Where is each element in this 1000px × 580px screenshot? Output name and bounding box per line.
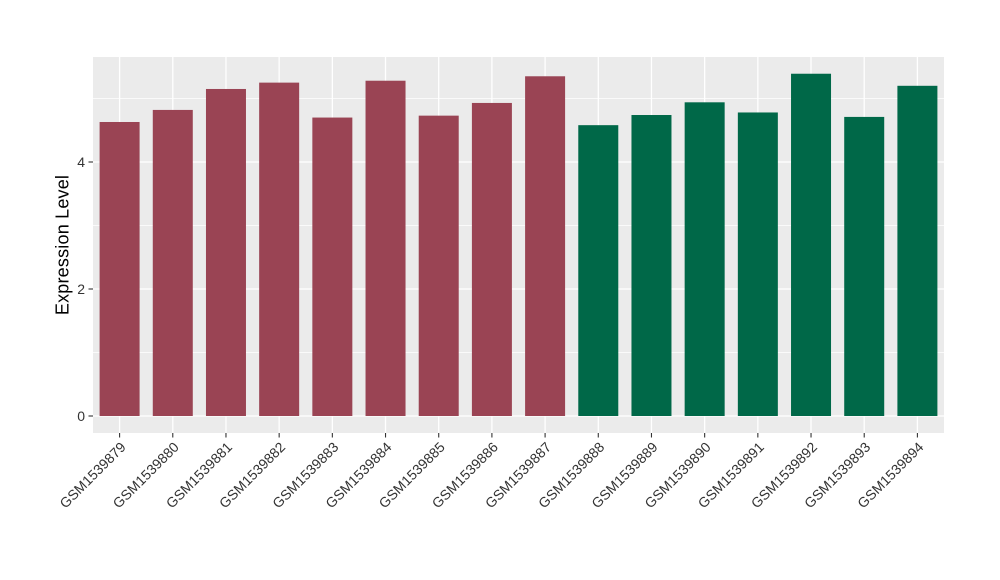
y-tick-label: 2 xyxy=(77,281,85,297)
bar xyxy=(365,80,406,416)
bar xyxy=(525,76,566,417)
bar xyxy=(897,85,938,417)
bar xyxy=(471,102,512,416)
bar xyxy=(259,82,300,416)
y-axis-title: Expression Level xyxy=(52,174,73,316)
bar xyxy=(578,125,619,417)
y-tick-label: 4 xyxy=(77,154,85,170)
bar xyxy=(631,115,672,416)
bar xyxy=(312,117,353,417)
bar xyxy=(152,109,193,417)
bar xyxy=(205,88,246,416)
y-tick-label: 0 xyxy=(77,408,85,424)
bar xyxy=(99,121,140,417)
bar xyxy=(844,116,885,416)
bar xyxy=(418,115,459,417)
bar xyxy=(684,102,725,416)
bar xyxy=(737,112,778,416)
bar xyxy=(791,73,832,417)
